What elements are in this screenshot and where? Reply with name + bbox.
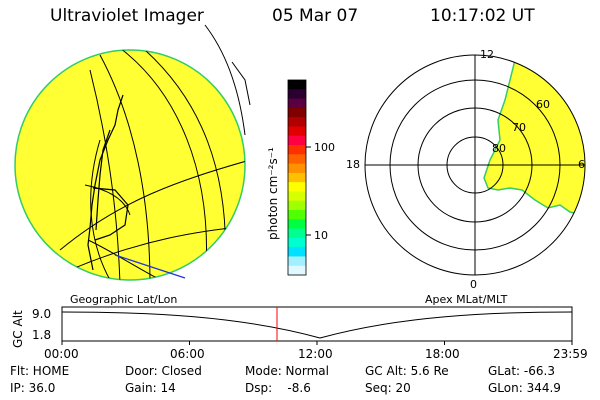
right-panel-caption: Apex MLat/MLT <box>425 293 508 306</box>
altitude-plot-frame <box>61 306 573 342</box>
status-door: Door: Closed <box>125 364 202 378</box>
status-seq: Seq: 20 <box>365 381 411 395</box>
outer-grid-lines <box>204 24 251 136</box>
earth-disk <box>14 49 246 281</box>
altitude-xtick-2359: 23:59 <box>553 347 588 361</box>
mlat-label-70: 70 <box>512 121 526 134</box>
colorbar-band <box>288 219 306 230</box>
colorbar-band <box>288 145 306 155</box>
coastline <box>87 94 129 271</box>
colorbar-tick-label-10: 10 <box>314 229 328 242</box>
mlt-label-18: 18 <box>346 158 360 171</box>
colorbar-band <box>288 182 306 192</box>
polar-grid <box>364 54 586 276</box>
altitude-xtick-0000: 00:00 <box>44 347 79 361</box>
status-gain: Gain: 14 <box>125 381 176 395</box>
altitude-x-ticks <box>61 341 573 345</box>
altitude-xtick-1200: 12:00 <box>298 347 333 361</box>
altitude-axis-label: GC Alt <box>11 310 25 348</box>
colorbar-band <box>288 107 306 118</box>
mlt-label-6: 6 <box>578 158 585 171</box>
geographic-view <box>14 24 251 281</box>
status-ip: IP: 36.0 <box>10 381 56 395</box>
colorbar-band <box>288 135 306 146</box>
altitude-xtick-0600: 06:00 <box>170 347 205 361</box>
altitude-curve <box>61 311 573 339</box>
colorbar-band <box>288 163 306 174</box>
status-glat: GLat: -66.3 <box>488 364 555 378</box>
colorbar-frame <box>287 79 307 276</box>
colorbar-band <box>288 89 306 100</box>
colorbar-band <box>288 237 306 248</box>
colorbar-band <box>288 80 306 90</box>
polar-view: 12 18 6 0 60 70 80 <box>346 48 586 291</box>
colorbar-band <box>288 228 306 239</box>
mlat-label-80: 80 <box>492 142 506 155</box>
altitude-xtick-1800: 18:00 <box>425 347 460 361</box>
mlt-label-0: 0 <box>470 278 477 291</box>
mlt-label-12: 12 <box>480 48 494 61</box>
terminator-line <box>114 254 186 279</box>
date-label: 05 Mar 07 <box>272 6 359 26</box>
status-flight: Flt: HOME <box>10 364 70 378</box>
colorbar-unit-label: photon cm⁻²s⁻¹ <box>266 147 280 240</box>
colorbar-band <box>288 117 306 127</box>
colorbar-band <box>288 210 306 220</box>
colorbar-band <box>288 200 306 211</box>
colorbar-band <box>288 154 306 165</box>
colorbar-band <box>288 98 306 109</box>
colorbar-band <box>288 191 306 202</box>
colorbar-band <box>288 256 306 267</box>
altitude-ytick-bottom: 1.8 <box>32 328 51 342</box>
colorbar-band <box>288 247 306 257</box>
status-mode: Mode: Normal <box>245 364 329 378</box>
colorbar-band <box>288 265 306 276</box>
mlat-label-60: 60 <box>536 98 550 111</box>
altitude-plot: GC Alt 9.0 1.8 00:00 06:00 12:00 18:00 2… <box>11 306 588 361</box>
time-label: 10:17:02 UT <box>430 6 535 26</box>
colorbar-tick-label-100: 100 <box>314 141 335 154</box>
colorbar-band <box>288 126 306 137</box>
status-dsp: Dsp: -8.6 <box>245 381 311 395</box>
colorbar: 100 10 photon cm⁻²s⁻¹ <box>266 79 335 276</box>
altitude-ytick-top: 9.0 <box>32 307 51 321</box>
left-panel-caption: Geographic Lat/Lon <box>70 293 178 306</box>
instrument-title: Ultraviolet Imager <box>50 6 204 26</box>
status-gc-alt: GC Alt: 5.6 Re <box>365 364 449 378</box>
status-glon: GLon: 344.9 <box>488 381 561 395</box>
colorbar-band <box>288 172 306 183</box>
